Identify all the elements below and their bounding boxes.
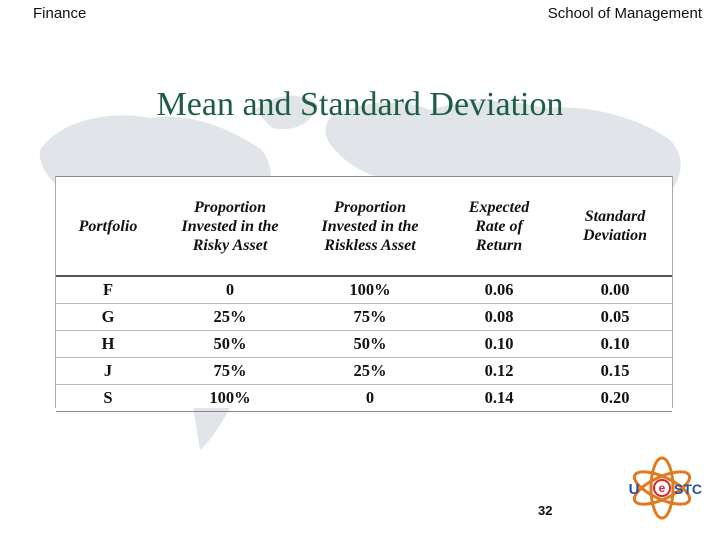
cell-risky: 25% bbox=[160, 303, 300, 331]
page-number: 32 bbox=[538, 503, 553, 518]
cell-return: 0.10 bbox=[440, 330, 558, 358]
col-header-portfolio: Portfolio bbox=[56, 176, 160, 277]
cell-riskless: 50% bbox=[300, 330, 440, 358]
cell-risky: 0 bbox=[225, 280, 235, 299]
table-row: F 0 100% 0.06 0.00 bbox=[56, 276, 672, 304]
cell-return: 0.14 bbox=[440, 384, 558, 412]
cell-riskless: 100% bbox=[349, 280, 391, 299]
slide-title: Mean and Standard Deviation bbox=[156, 86, 564, 123]
cell-stdev: 0.10 bbox=[558, 330, 672, 358]
table-row: J 75% 25% 0.12 0.15 bbox=[56, 357, 672, 385]
cell-stdev: 0.15 bbox=[558, 357, 672, 385]
cell-riskless: 25% bbox=[300, 357, 440, 385]
col-header-expected-return: Expected Rate of Return bbox=[440, 176, 558, 277]
table-row: H 50% 50% 0.10 0.10 bbox=[56, 330, 672, 358]
cell-risky: 100% bbox=[160, 384, 300, 412]
cell-stdev: 0.05 bbox=[558, 303, 672, 331]
portfolio-table: Portfolio Proportion Invested in the Ris… bbox=[55, 176, 673, 412]
col-header-standard-deviation: Standard Deviation bbox=[558, 176, 672, 277]
cell-risky: 50% bbox=[160, 330, 300, 358]
cell-return: 0.08 bbox=[440, 303, 558, 331]
cell-return: 0.12 bbox=[440, 357, 558, 385]
cell-riskless: 0 bbox=[300, 384, 440, 412]
header-course-name: Finance bbox=[33, 5, 87, 22]
svg-text:U: U bbox=[629, 481, 640, 498]
cell-portfolio: J bbox=[56, 357, 160, 385]
cell-risky: 75% bbox=[160, 357, 300, 385]
svg-text:e: e bbox=[659, 481, 666, 495]
cell-portfolio: H bbox=[56, 330, 160, 358]
cell-riskless: 75% bbox=[300, 303, 440, 331]
table-header-row: Portfolio Proportion Invested in the Ris… bbox=[56, 176, 672, 277]
cell-portfolio: S bbox=[56, 384, 160, 412]
cell-stdev: 0.00 bbox=[600, 280, 630, 299]
table-row: S 100% 0 0.14 0.20 bbox=[56, 384, 672, 412]
cell-stdev: 0.20 bbox=[558, 384, 672, 412]
cell-portfolio: F bbox=[102, 280, 114, 299]
cell-portfolio: G bbox=[56, 303, 160, 331]
svg-text:STC: STC bbox=[674, 481, 702, 497]
cell-return: 0.06 bbox=[484, 280, 514, 299]
uestc-logo: e U STC bbox=[629, 456, 702, 520]
col-header-riskless-proportion: Proportion Invested in the Riskless Asse… bbox=[300, 176, 440, 277]
col-header-risky-proportion: Proportion Invested in the Risky Asset bbox=[160, 176, 300, 277]
header-school-name: School of Management bbox=[547, 5, 702, 22]
table-row: G 25% 75% 0.08 0.05 bbox=[56, 303, 672, 331]
